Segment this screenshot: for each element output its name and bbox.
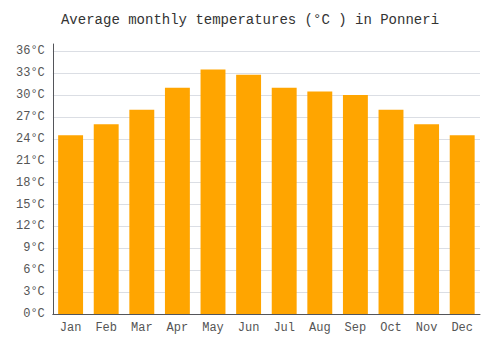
svg-text:Aug: Aug	[309, 321, 331, 335]
svg-text:15°C: 15°C	[16, 198, 45, 212]
svg-text:Feb: Feb	[95, 321, 117, 335]
svg-text:0°C: 0°C	[23, 307, 45, 321]
svg-text:Nov: Nov	[416, 321, 438, 335]
svg-text:21°C: 21°C	[16, 154, 45, 168]
svg-text:36°C: 36°C	[16, 44, 45, 58]
svg-text:Average monthly temperatures (: Average monthly temperatures (°C ) in Po…	[61, 12, 439, 28]
svg-text:Oct: Oct	[380, 321, 402, 335]
svg-text:Jan: Jan	[60, 321, 82, 335]
svg-text:33°C: 33°C	[16, 66, 45, 80]
svg-text:Jun: Jun	[238, 321, 260, 335]
svg-text:9°C: 9°C	[23, 241, 45, 255]
svg-text:24°C: 24°C	[16, 132, 45, 146]
svg-text:27°C: 27°C	[16, 110, 45, 124]
svg-text:Sep: Sep	[345, 321, 367, 335]
svg-text:30°C: 30°C	[16, 88, 45, 102]
svg-text:Apr: Apr	[167, 321, 189, 335]
svg-text:12°C: 12°C	[16, 219, 45, 233]
svg-text:Mar: Mar	[131, 321, 153, 335]
svg-text:Dec: Dec	[451, 321, 473, 335]
svg-text:18°C: 18°C	[16, 176, 45, 190]
svg-text:3°C: 3°C	[23, 285, 45, 299]
svg-text:May: May	[202, 321, 224, 335]
svg-text:Jul: Jul	[273, 321, 295, 335]
svg-text:6°C: 6°C	[23, 263, 45, 277]
